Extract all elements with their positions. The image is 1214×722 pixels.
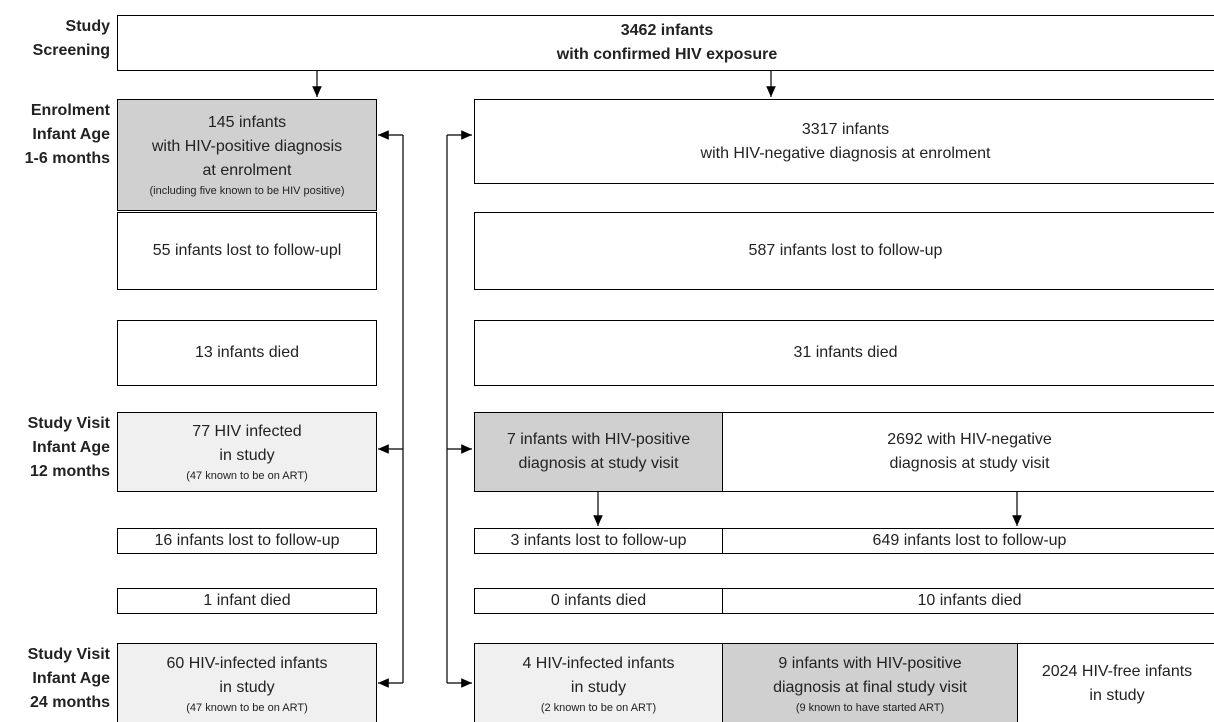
box: 2692 with HIV-negative diagnosis at study…: [722, 412, 1214, 492]
box-text: 3317 infants: [801, 120, 890, 138]
row-label-line: Study: [65, 18, 110, 35]
box: 3 infants lost to follow-up: [474, 528, 723, 554]
row-label-line: Infant Age: [32, 439, 110, 456]
box-note: (9 known to have started ART): [795, 702, 945, 714]
box-note: (47 known to be on ART): [186, 702, 308, 714]
box-text: 9 infants with HIV-positive: [778, 655, 962, 672]
box: 0 infants died: [474, 588, 723, 614]
box-note: (including five known to be HIV positive…: [149, 185, 345, 197]
box: 55 infants lost to follow-upl: [117, 212, 377, 290]
box-text: 1 infant died: [203, 592, 291, 609]
box-text: 3462 infants: [620, 22, 714, 39]
box: 60 HIV-infected infants in study (47 known…: [117, 643, 377, 722]
row-label: Study Screening: [0, 15, 110, 63]
box-text: 649 infants lost to follow-up: [872, 532, 1067, 549]
box-text: 4 HIV-infected infants: [522, 655, 675, 672]
row-label-line: Infant Age: [32, 126, 110, 143]
box: 10 infants died: [722, 588, 1214, 614]
box-text: diagnosis at study visit: [889, 455, 1050, 472]
box: 16 infants lost to follow-up: [117, 528, 377, 554]
box: 77 HIV infected in study (47 known to be o…: [117, 412, 377, 492]
box: 1 infant died: [117, 588, 377, 614]
box-note: (2 known to be on ART): [540, 702, 657, 714]
box-text: 7 infants with HIV-positive: [506, 431, 691, 448]
box-text: 0 infants died: [550, 592, 647, 609]
box-text: 16 infants lost to follow-up: [154, 532, 340, 549]
box: 13 infants died: [117, 320, 377, 386]
box: 7 infants with HIV-positive diagnosis at …: [474, 412, 723, 492]
box-text: 31 infants died: [793, 344, 898, 361]
box-text: 13 infants died: [194, 344, 300, 361]
row-label: Study Visit Infant Age 12 months: [0, 412, 110, 484]
row-label-line: 1-6 months: [24, 150, 110, 167]
box-text: with HIV-negative diagnosis at enrolment: [700, 144, 991, 162]
box-text: 587 infants lost to follow-up: [748, 242, 943, 259]
row-label-line: 24 months: [29, 694, 110, 711]
row-label-line: Enrolment: [30, 102, 110, 119]
box-text: 55 infants lost to follow-upl: [152, 242, 342, 259]
row-label-line: Infant Age: [32, 670, 110, 687]
box-text: with HIV-positive diagnosis: [151, 138, 343, 155]
box-text: in study: [1089, 687, 1145, 704]
box-text: diagnosis at study visit: [518, 455, 679, 472]
box-text: 2024 HIV-free infants: [1041, 663, 1193, 680]
box-text: in study: [219, 447, 275, 464]
box-text: 10 infants died: [917, 592, 1022, 609]
box: 2024 HIV-free infants in study: [1017, 643, 1214, 722]
box-text: 3 infants lost to follow-up: [510, 532, 687, 549]
box: 649 infants lost to follow-up: [722, 528, 1214, 554]
box: 3462 infants with confirmed HIV exposure: [117, 15, 1214, 71]
box-text: with confirmed HIV exposure: [556, 46, 778, 63]
row-label: Study Visit Infant Age 24 months: [0, 643, 110, 715]
row-label: Enrolment Infant Age 1-6 months: [0, 99, 110, 171]
box-text: in study: [570, 679, 627, 696]
box-note: (47 known to be on ART): [186, 470, 308, 482]
box-text: at enrolment: [202, 162, 292, 179]
box: 4 HIV-infected infants in study (2 known t…: [474, 643, 723, 722]
box-text: in study: [219, 679, 275, 696]
box: 145 infants with HIV-positive diagnosis at…: [117, 99, 377, 211]
row-label-line: Study Visit: [27, 415, 110, 432]
box: 587 infants lost to follow-up: [474, 212, 1214, 290]
box-text: diagnosis at final study visit: [773, 679, 967, 696]
box-text: 60 HIV-infected infants: [166, 655, 328, 672]
box-text: 2692 with HIV-negative: [887, 431, 1052, 448]
box-text: 145 infants: [207, 114, 287, 131]
box-text: 77 HIV infected: [192, 423, 302, 440]
row-label-line: 12 months: [29, 463, 110, 480]
box: 3317 infants with HIV-negative diagnosis …: [474, 99, 1214, 184]
box: 9 infants with HIV-positive diagnosis at …: [722, 643, 1018, 722]
row-label-line: Study Visit: [27, 646, 110, 663]
row-label-line: Screening: [32, 42, 110, 59]
box: 31 infants died: [474, 320, 1214, 386]
